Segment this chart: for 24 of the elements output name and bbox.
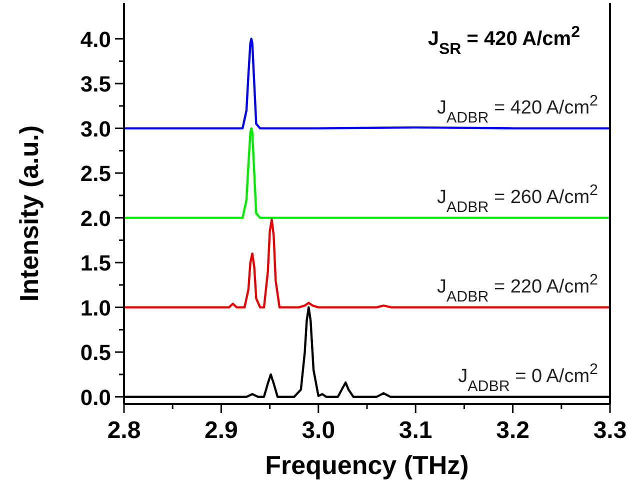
x-tick-label: 2.8 bbox=[107, 417, 141, 444]
y-tick-label: 2.0 bbox=[80, 206, 111, 231]
x-tick-label: 3.0 bbox=[302, 417, 336, 444]
y-tick-label: 3.5 bbox=[80, 72, 111, 97]
y-tick-label: 0.5 bbox=[80, 340, 111, 366]
annotation: J$_{SR}$ = 420 A/cm$^{2}$ bbox=[428, 24, 580, 58]
series-label: J$_{ADBR}$ = 220 A/cm$^{2}$ bbox=[436, 270, 598, 305]
x-tick-label: 3.2 bbox=[496, 417, 530, 444]
line-series bbox=[122, 218, 612, 308]
y-tick-label: 0.0 bbox=[80, 384, 111, 410]
x-tick-label: 3.3 bbox=[593, 417, 627, 444]
y-tick-label: 3.0 bbox=[80, 116, 111, 142]
series-label: J$_{ADBR}$ = 420 A/cm$^{2}$ bbox=[436, 92, 598, 126]
y-axis-title: Intensity (a.u.) bbox=[14, 125, 44, 302]
y-tick-label: 2.5 bbox=[80, 161, 111, 186]
x-tick-label: 2.9 bbox=[204, 417, 238, 444]
x-axis-title: Frequency (THz) bbox=[265, 450, 469, 480]
series-label: J$_{ADBR}$ = 260 A/cm$^{2}$ bbox=[436, 181, 598, 216]
series-label: J$_{ADBR}$ = 0 A/cm$^{2}$ bbox=[458, 360, 598, 394]
y-tick-label: 4.0 bbox=[80, 26, 111, 52]
y-tick-label: 1.0 bbox=[80, 295, 111, 320]
x-tick-label: 3.1 bbox=[398, 417, 432, 444]
y-tick-label: 1.5 bbox=[80, 250, 111, 276]
line-series bbox=[122, 127, 612, 219]
